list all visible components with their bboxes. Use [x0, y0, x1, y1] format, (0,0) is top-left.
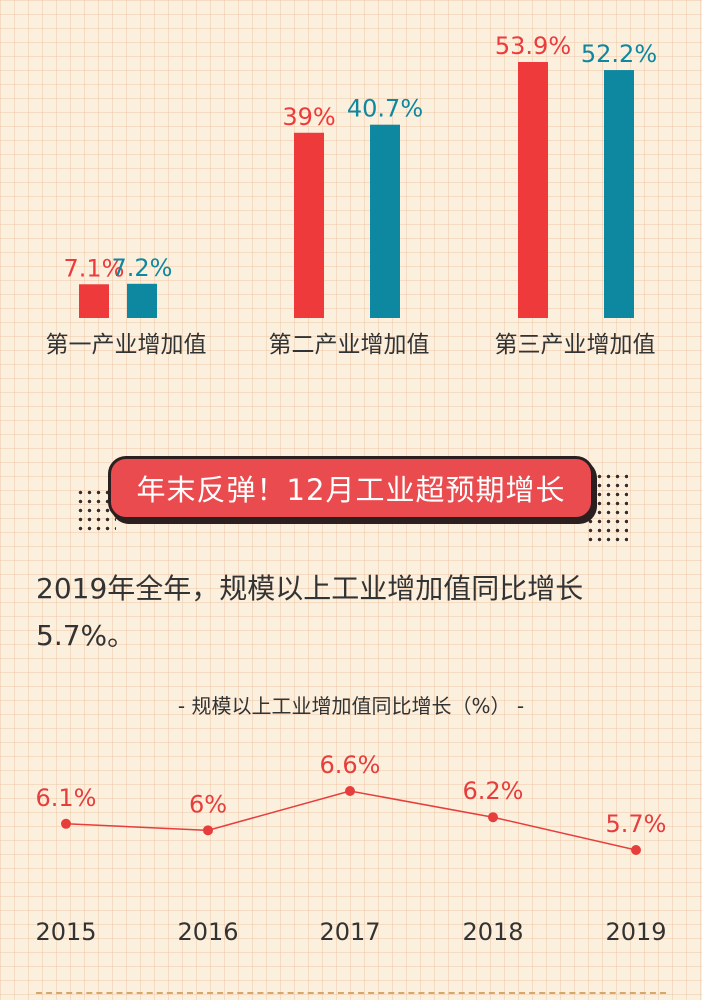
industrial-growth-line-chart: 6.1% 2015 6% 2016 6.6% 2017 6.2% 2018 5.7% 2019 [35, 751, 667, 946]
section-banner: 年末反弹！12月工业超预期增长 [108, 456, 594, 520]
data-point [203, 825, 213, 836]
bar-value-label: 53.9% [495, 32, 571, 60]
series-line [65, 790, 637, 851]
bar [518, 62, 548, 318]
bottom-divider [36, 992, 666, 994]
bar-value-label: 7.2% [112, 254, 173, 282]
bar-value-label: 39% [282, 103, 335, 131]
x-tick-label: 2018 [462, 918, 523, 946]
data-point [631, 845, 641, 855]
point-value-label: 6.6% [320, 751, 381, 779]
bar-value-label: 52.2% [581, 40, 657, 68]
summary-text: 2019年全年，规模以上工业增加值同比增长5.7%。 [36, 572, 584, 652]
x-tick-label: 2019 [605, 918, 666, 946]
x-tick-label: 2015 [35, 918, 96, 946]
category-label: 第三产业增加值 [495, 332, 656, 358]
banner-text: 年末反弹！12月工业超预期增长 [136, 473, 566, 507]
bar-value-label: 40.7% [347, 95, 423, 123]
bar [370, 124, 400, 318]
bar-value-label: 7.1% [64, 254, 125, 282]
bar [294, 132, 324, 318]
x-tick-label: 2016 [177, 918, 238, 946]
data-point [61, 818, 71, 829]
data-point [488, 812, 498, 823]
line-chart-title: - 规模以上工业增加值同比增长（%） - [177, 694, 525, 718]
industry-share-bar-chart: 7.1%7.2% 第一产业增加值 39% 40.7% 第二产业增加值 53.9% 52.2%… [46, 32, 658, 358]
category-label: 第二产业增加值 [269, 332, 430, 358]
bar [79, 284, 109, 318]
point-value-label: 6.1% [36, 784, 97, 812]
point-value-label: 6.2% [463, 777, 524, 805]
bar [127, 283, 157, 318]
point-value-label: 5.7% [606, 810, 667, 838]
bar [604, 70, 634, 318]
x-tick-label: 2017 [319, 918, 380, 946]
category-label: 第一产业增加值 [46, 332, 207, 358]
data-point [345, 786, 355, 796]
point-value-label: 6% [189, 790, 227, 818]
